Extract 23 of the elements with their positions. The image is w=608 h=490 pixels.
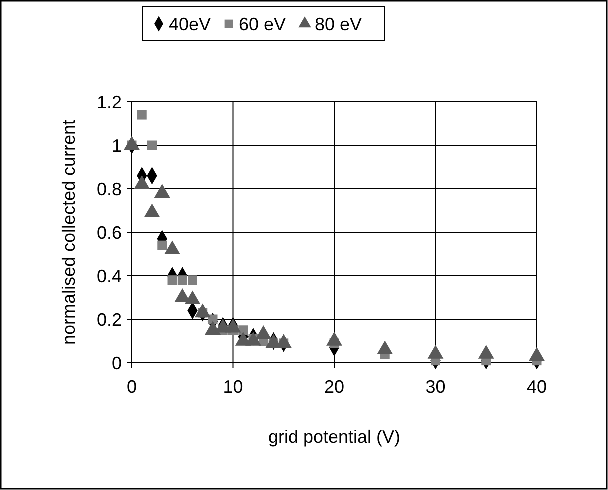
legend-label: 40eV — [169, 14, 212, 34]
y-tick-label: 0.4 — [96, 266, 122, 286]
x-axis-title: grid potential (V) — [268, 427, 401, 447]
point — [148, 140, 157, 150]
y-tick-label: 0.8 — [96, 179, 122, 200]
y-tick-label: 1 — [112, 136, 122, 156]
point — [178, 276, 188, 286]
y-tick-label: 0.6 — [96, 222, 122, 243]
x-tick-label: 40 — [526, 377, 548, 397]
point — [168, 276, 178, 286]
y-tick-label: 1.2 — [96, 92, 122, 112]
legend-label: 60 eV — [239, 14, 286, 34]
x-tick-label: 20 — [324, 377, 345, 397]
point — [158, 240, 168, 250]
x-tick-label: 10 — [223, 377, 244, 397]
y-tick-label: 0.2 — [96, 310, 122, 330]
point — [188, 276, 198, 286]
y-axis-title: normalised collected current — [59, 120, 79, 346]
y-tick-label: 0 — [112, 353, 122, 374]
x-tick-label: 30 — [426, 377, 446, 397]
legend-label: 80 eV — [315, 14, 362, 34]
x-tick-label: 0 — [126, 377, 138, 397]
point — [137, 110, 147, 120]
